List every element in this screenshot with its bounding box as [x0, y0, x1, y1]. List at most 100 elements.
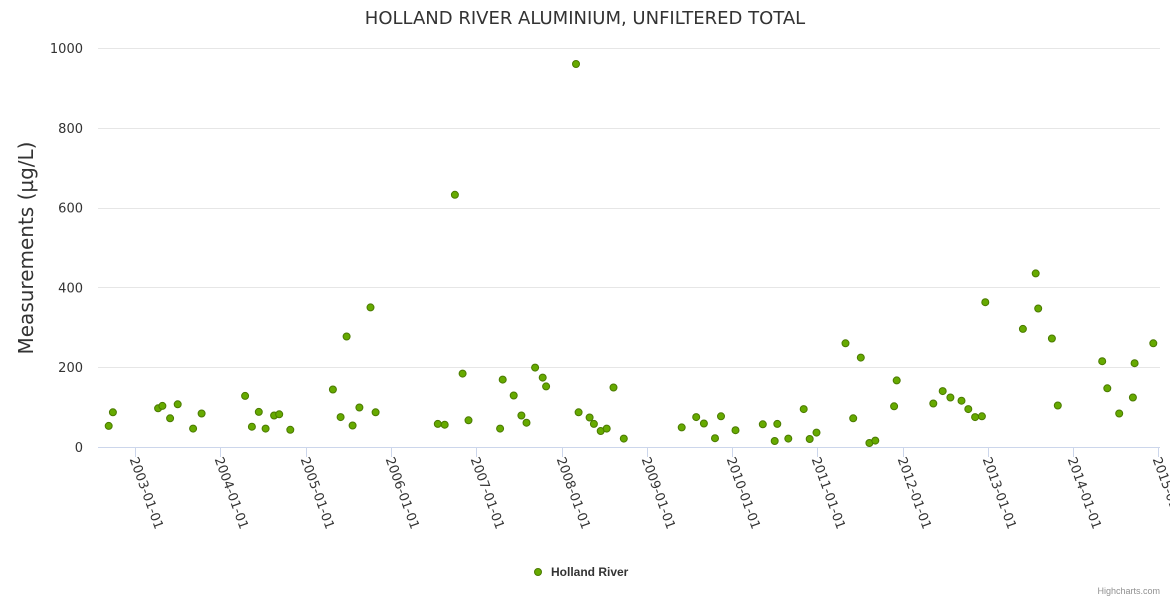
x-tick-label: 2010-01-01 [723, 455, 763, 531]
data-point[interactable] [440, 420, 449, 429]
x-tick-label: 2012-01-01 [894, 455, 934, 531]
data-point[interactable] [977, 412, 986, 421]
credits-link[interactable]: Highcharts.com [1097, 586, 1160, 596]
data-point[interactable] [108, 408, 117, 417]
data-point[interactable] [464, 416, 473, 425]
data-point[interactable] [173, 400, 182, 409]
data-point[interactable] [609, 383, 618, 392]
data-point[interactable] [572, 60, 580, 68]
data-point[interactable] [1130, 359, 1139, 368]
legend-item-holland-river[interactable]: Holland River [551, 565, 629, 579]
data-point[interactable] [964, 405, 973, 414]
data-point[interactable] [366, 303, 375, 312]
data-point[interactable] [286, 425, 295, 434]
x-tick-label: 2014-01-01 [1064, 455, 1104, 531]
data-point[interactable] [892, 376, 901, 385]
y-tick-label: 800 [58, 122, 83, 137]
data-point[interactable] [589, 419, 598, 428]
data-point[interactable] [574, 408, 583, 417]
data-point[interactable] [1053, 401, 1062, 410]
data-point[interactable] [711, 434, 719, 443]
data-point[interactable] [717, 412, 725, 421]
data-point[interactable] [981, 298, 990, 307]
data-point[interactable] [496, 424, 505, 433]
data-point[interactable] [509, 391, 518, 400]
legend-marker-icon[interactable] [534, 568, 542, 576]
data-point[interactable] [890, 402, 899, 411]
data-point[interactable] [1047, 334, 1056, 343]
x-tick-label: 2011-01-01 [808, 455, 848, 531]
y-tick-label: 1000 [50, 42, 83, 57]
data-point[interactable] [602, 424, 611, 433]
data-point[interactable] [275, 410, 284, 419]
data-point[interactable] [871, 436, 880, 445]
x-tick-label: 2008-01-01 [553, 455, 593, 531]
data-point[interactable] [758, 420, 767, 429]
data-point[interactable] [166, 414, 175, 423]
data-point[interactable] [371, 408, 380, 417]
y-tick-label: 200 [58, 361, 83, 376]
data-point[interactable] [241, 391, 250, 400]
x-tick-label: 2005-01-01 [297, 455, 337, 531]
data-point[interactable] [498, 375, 507, 384]
data-point[interactable] [348, 421, 357, 430]
data-point[interactable] [254, 407, 263, 416]
data-point[interactable] [784, 434, 793, 443]
data-point[interactable] [773, 419, 782, 428]
data-point[interactable] [812, 428, 821, 437]
data-point[interactable] [328, 385, 337, 394]
data-point[interactable] [1103, 384, 1112, 393]
data-point[interactable] [677, 423, 686, 432]
data-point[interactable] [1128, 393, 1137, 402]
x-tick-label: 2003-01-01 [126, 455, 166, 531]
data-point[interactable] [849, 414, 858, 423]
data-point[interactable] [805, 435, 814, 443]
data-point[interactable] [938, 387, 947, 396]
data-point[interactable] [1098, 357, 1107, 366]
data-point[interactable] [355, 403, 364, 412]
data-point[interactable] [261, 424, 270, 433]
data-point[interactable] [342, 332, 351, 341]
data-point[interactable] [538, 373, 547, 382]
x-tick-labels: 2003-01-01 2004-01-01 2005-01-01 2006-01-01… [126, 447, 1170, 531]
data-point[interactable] [699, 419, 708, 428]
data-point[interactable] [336, 413, 345, 422]
data-point[interactable] [957, 396, 966, 405]
data-point[interactable] [1018, 324, 1027, 333]
data-point[interactable] [450, 190, 459, 199]
x-tick-label: 2007-01-01 [467, 455, 507, 531]
data-point[interactable] [731, 426, 740, 435]
data-point[interactable] [585, 413, 594, 422]
data-point[interactable] [542, 382, 551, 391]
legend[interactable]: Holland River [534, 565, 629, 579]
data-point[interactable] [433, 419, 442, 428]
data-point[interactable] [458, 369, 467, 378]
chart-title: HOLLAND RIVER ALUMINIUM, UNFILTERED TOTA… [365, 8, 805, 29]
y-tick-label: 600 [58, 202, 83, 217]
data-point[interactable] [770, 437, 779, 445]
data-point[interactable] [946, 393, 955, 402]
data-point[interactable] [799, 405, 808, 414]
data-point[interactable] [856, 353, 865, 362]
data-point[interactable] [1115, 409, 1124, 418]
data-point[interactable] [929, 399, 938, 408]
data-point[interactable] [517, 411, 526, 420]
data-point[interactable] [692, 413, 701, 422]
data-point[interactable] [841, 339, 850, 348]
data-point[interactable] [1031, 269, 1040, 278]
x-tick-label: 2006-01-01 [382, 455, 422, 531]
scatter-series-holland-river[interactable] [104, 60, 1158, 447]
data-point[interactable] [247, 422, 256, 431]
data-point[interactable] [971, 413, 980, 422]
x-tick-label: 2015-01-01 [1149, 455, 1170, 531]
y-tick-labels: 0 200 400 600 800 1000 [50, 42, 83, 456]
data-point[interactable] [619, 434, 628, 443]
data-point[interactable] [531, 363, 540, 372]
data-point[interactable] [1034, 304, 1043, 313]
data-point[interactable] [189, 424, 198, 433]
data-point[interactable] [522, 418, 531, 427]
data-point[interactable] [104, 421, 113, 430]
data-point[interactable] [1149, 339, 1158, 348]
data-point[interactable] [197, 409, 206, 418]
data-point[interactable] [158, 401, 167, 410]
